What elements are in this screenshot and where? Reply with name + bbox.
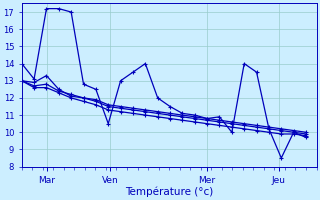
X-axis label: Température (°c): Température (°c) (125, 186, 213, 197)
